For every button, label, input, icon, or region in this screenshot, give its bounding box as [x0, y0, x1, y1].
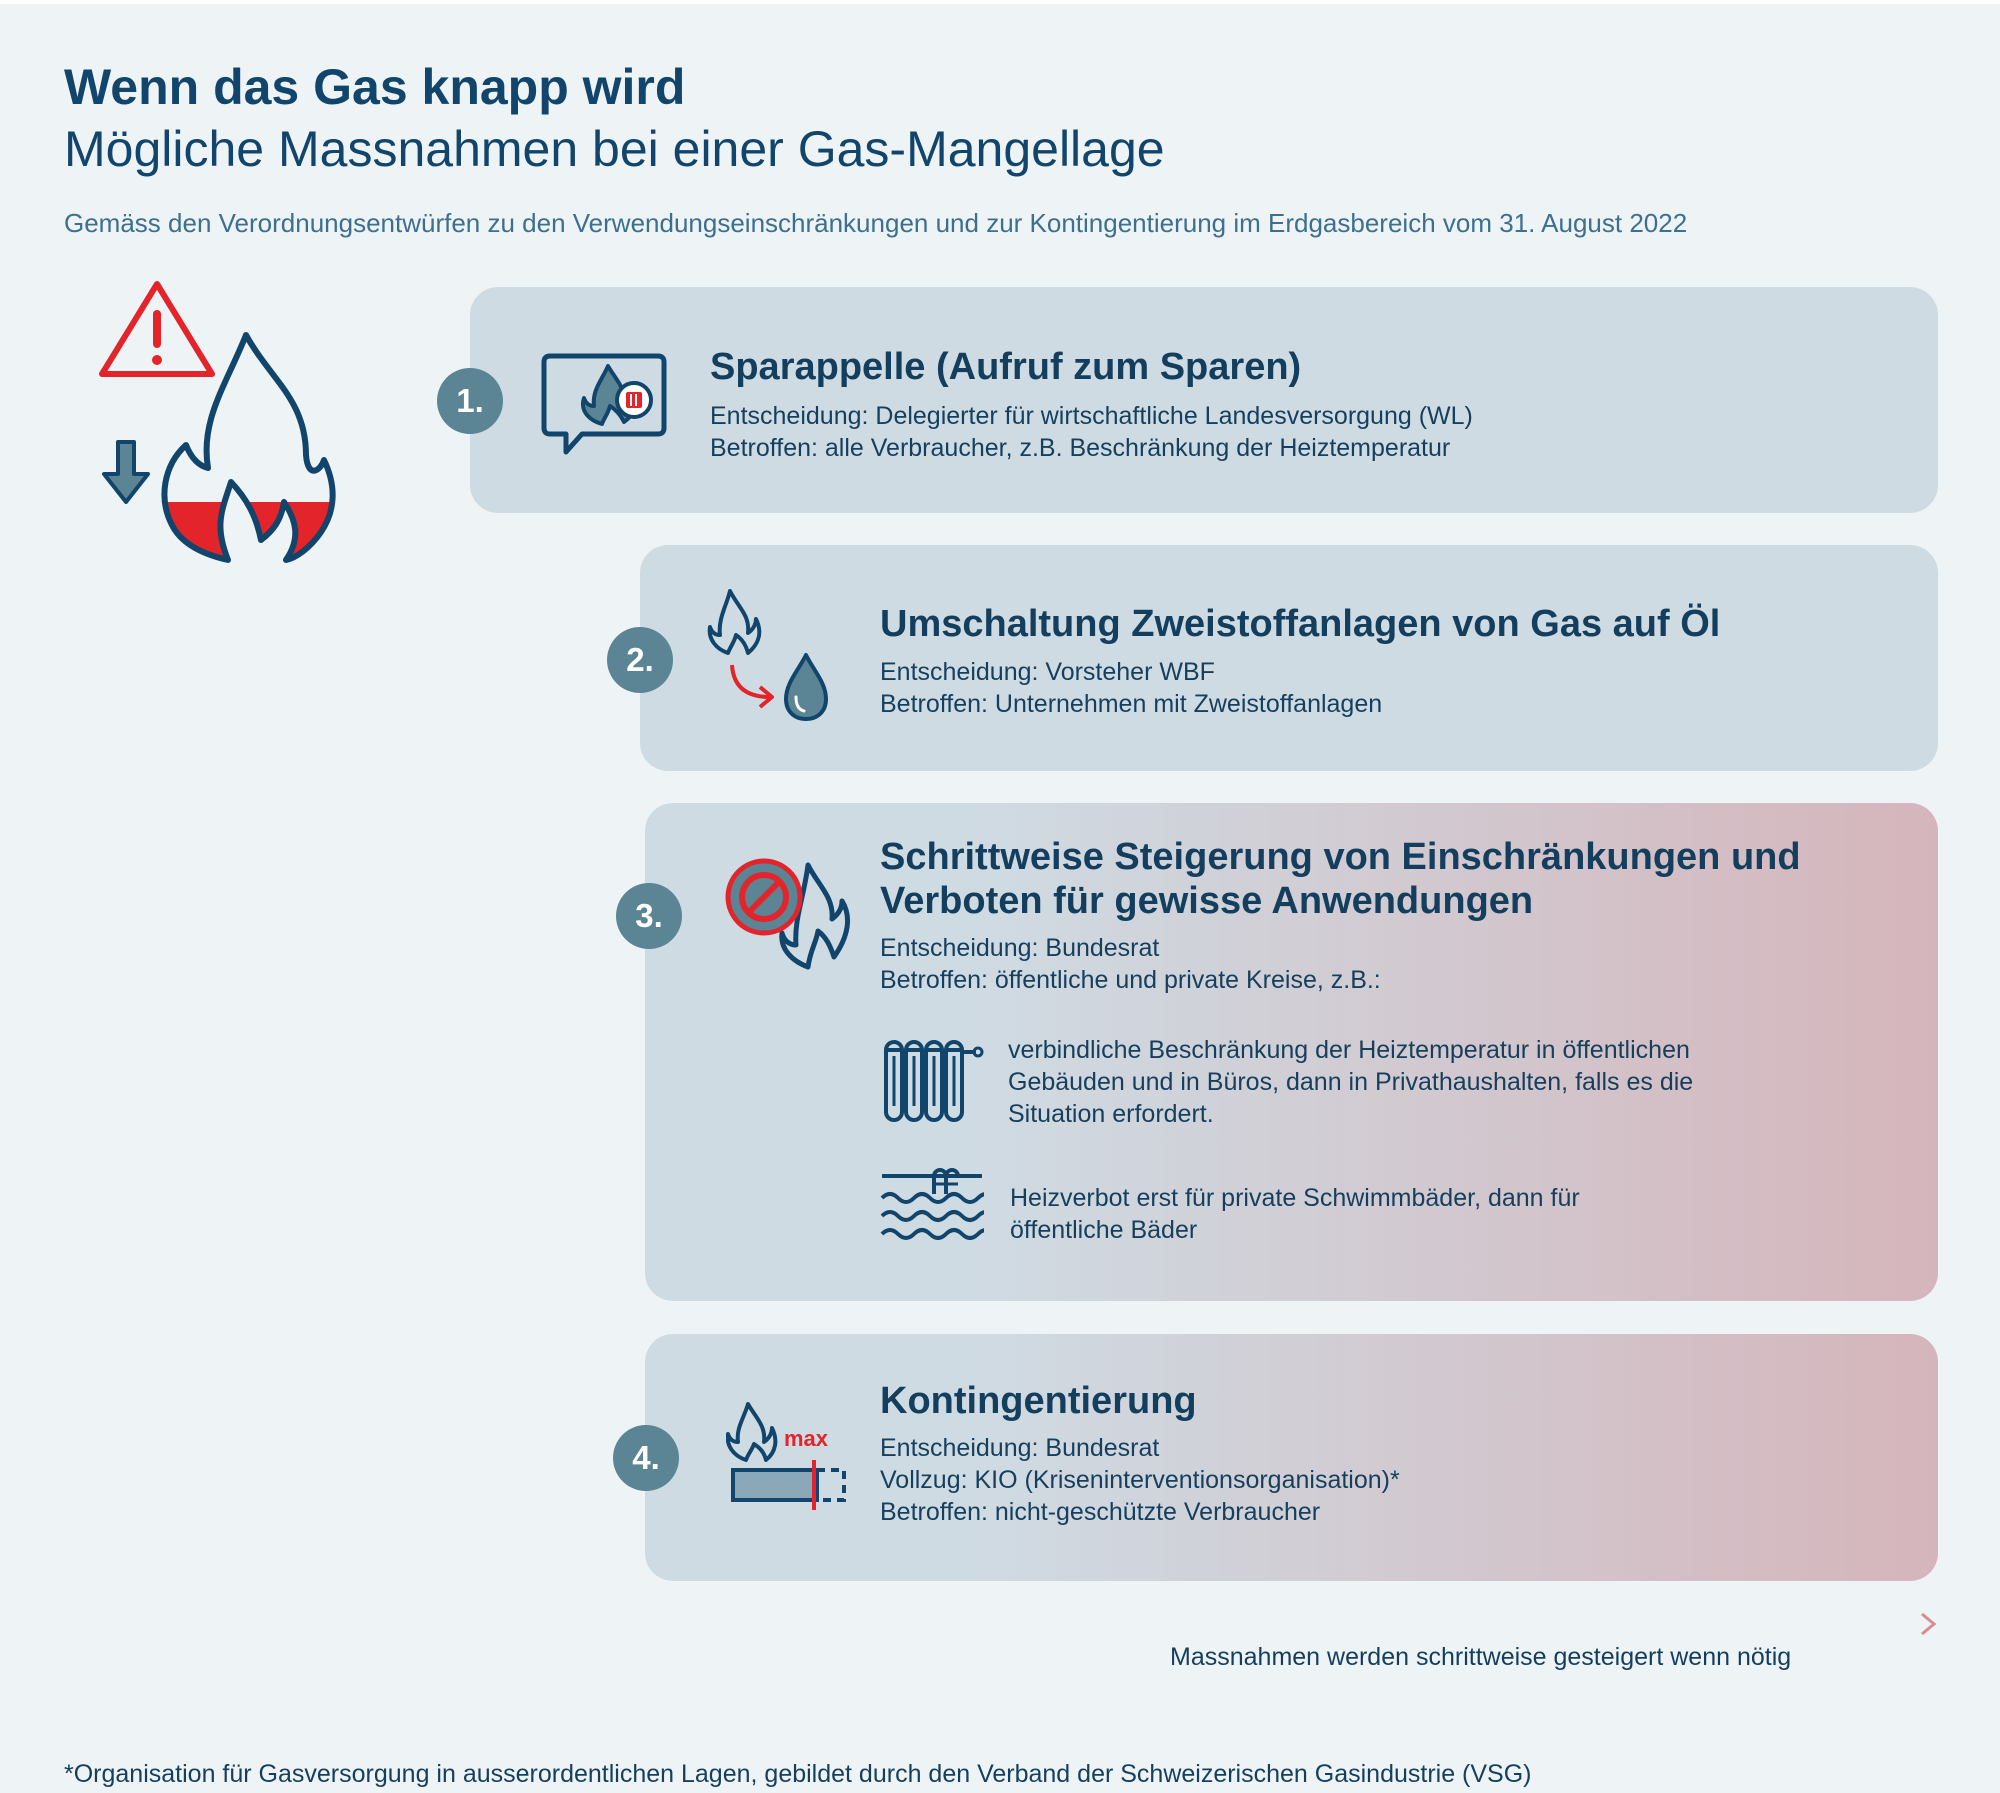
- step-2-affected: Betroffen: Unternehmen mit Zweistoffanla…: [880, 690, 1383, 718]
- gas-shortage-illustration: [99, 281, 336, 563]
- example-pool-text: Heizverbot erst für private Schwimmbäder…: [1010, 1182, 1850, 1246]
- page-subtitle: Mögliche Massnahmen bei einer Gas-Mangel…: [64, 121, 1165, 177]
- step-2-title: Umschaltung Zweistoffanlagen von Gas auf…: [880, 603, 1721, 645]
- flame-icon: [161, 332, 336, 563]
- example-radiator-line-2: Gebäuden und in Büros, dann in Privathau…: [1008, 1068, 1694, 1096]
- step-1-affected: Betroffen: alle Verbraucher, z.B. Beschr…: [710, 434, 1451, 462]
- step-1-decision: Entscheidung: Delegierter für wirtschaft…: [710, 402, 1473, 430]
- chat-flame-icon: [541, 353, 667, 455]
- flame-to-oil-drop-icon: [707, 589, 828, 721]
- step-3-title-line-1: Schrittweise Steigerung von Einschränkun…: [880, 836, 1801, 878]
- max-label: max: [784, 1426, 829, 1451]
- step-4-execution: Vollzug: KIO (Kriseninterventionsorganis…: [880, 1466, 1400, 1494]
- step-3-card: [645, 803, 1938, 1301]
- step-3-decision: Entscheidung: Bundesrat: [880, 934, 1160, 962]
- step-4-decision: Entscheidung: Bundesrat: [880, 1434, 1160, 1462]
- step-2-number: 2.: [607, 627, 673, 693]
- example-radiator-line-1: verbindliche Beschränkung der Heiztemper…: [1008, 1036, 1690, 1064]
- page-title: Wenn das Gas knapp wird: [64, 59, 686, 115]
- escalation-label: Massnahmen werden schrittweise gesteiger…: [1170, 1643, 1792, 1671]
- step-2-decision: Entscheidung: Vorsteher WBF: [880, 658, 1215, 686]
- swimming-pool-icon: [880, 1168, 984, 1240]
- step-1-title: Sparappelle (Aufruf zum Sparen): [710, 346, 1302, 388]
- step-4-card: [645, 1334, 1938, 1581]
- step-3-number: 3.: [616, 883, 682, 949]
- source-note: Gemäss den Verordnungsentwürfen zu den V…: [64, 208, 1688, 238]
- footnote: *Organisation für Gasversorgung in ausse…: [64, 1760, 1532, 1788]
- step-2-card: [640, 545, 1938, 771]
- step-4-title: Kontingentierung: [880, 1380, 1197, 1422]
- step-1-card: [470, 287, 1938, 513]
- step-4-number: 4.: [613, 1425, 679, 1491]
- example-radiator-text: verbindliche Beschränkung der Heiztemper…: [1008, 1034, 1848, 1130]
- example-radiator-line-3: Situation erfordert.: [1008, 1100, 1214, 1128]
- prohibited-flame-icon: [725, 858, 851, 970]
- arrow-down-icon: [102, 440, 150, 504]
- step-4-affected: Betroffen: nicht-geschützte Verbraucher: [880, 1498, 1321, 1526]
- escalation-arrow: [1170, 1612, 1937, 1636]
- warning-triangle-icon: [99, 281, 215, 377]
- flame-max-bar-icon: max: [726, 1402, 846, 1510]
- step-3-affected: Betroffen: öffentliche und private Kreis…: [880, 966, 1381, 994]
- radiator-icon: [884, 1040, 984, 1122]
- example-pool-line-2: öffentliche Bäder: [1010, 1216, 1198, 1244]
- example-pool-line-1: Heizverbot erst für private Schwimmbäder…: [1010, 1184, 1580, 1212]
- step-1-number: 1.: [437, 368, 503, 434]
- step-3-title-line-2: Verboten für gewisse Anwendungen: [880, 880, 1534, 922]
